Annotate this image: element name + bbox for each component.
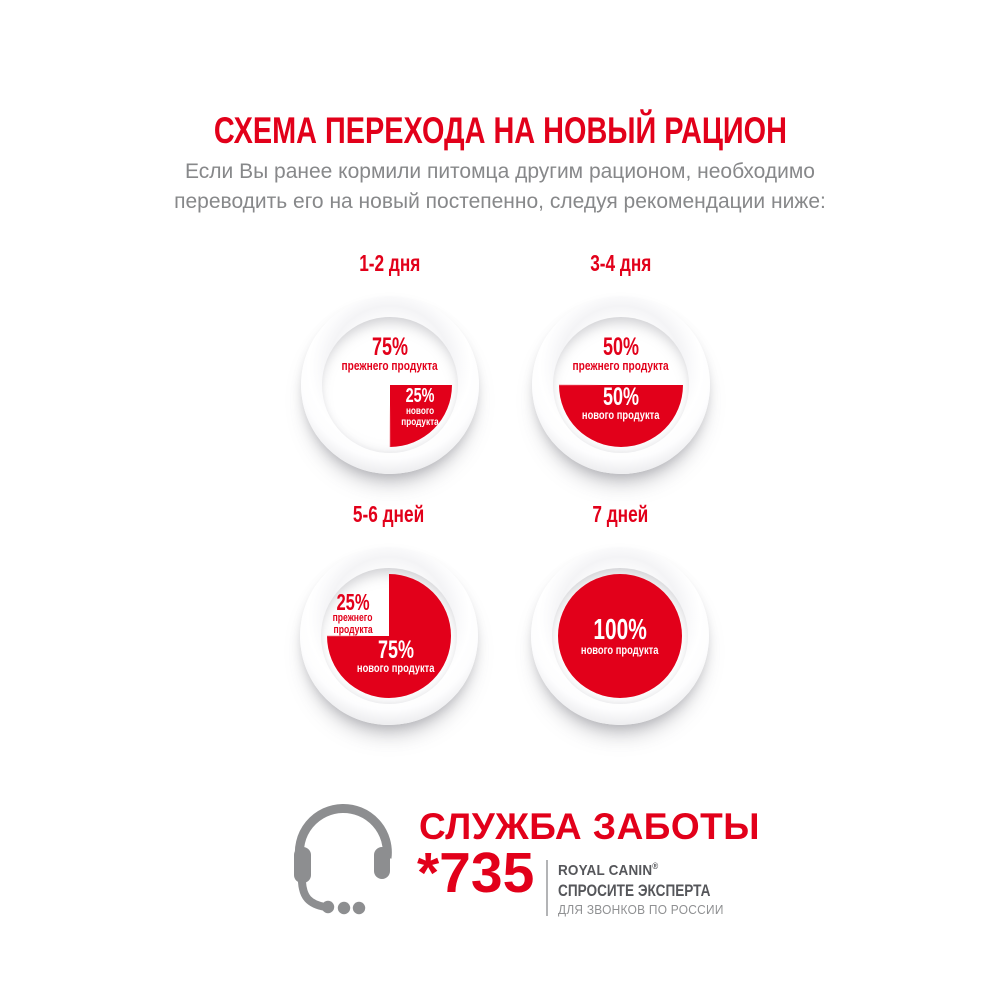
pie-chart — [327, 574, 451, 698]
divider — [546, 860, 548, 916]
headset-icon — [294, 803, 392, 915]
new-percent: 75% — [377, 636, 415, 664]
care-service-phone: *735 — [417, 841, 535, 905]
calls-russia-note: ДЛЯ ЗВОНКОВ ПО РОССИИ — [558, 903, 724, 917]
bowl-days-3-4: 3-4 дня 50% прежнего продукта 50% нового… — [532, 248, 710, 480]
new-percent: 50% — [602, 383, 640, 411]
mic-dot — [337, 901, 351, 915]
mic-dot — [321, 900, 335, 914]
ear-pad-right — [374, 847, 390, 879]
ask-expert-label: СПРОСИТЕ ЭКСПЕРТА — [558, 881, 711, 900]
old-caption: продукта — [333, 624, 373, 636]
old-caption: прежнего продукта — [341, 358, 439, 373]
subtitle-line-2: переводить его на новый постепенно, след… — [174, 190, 826, 213]
pie-chart — [558, 574, 682, 698]
bowl-days-5-6: 5-6 дней 25% прежнего продукта 75% новог… — [300, 499, 478, 731]
old-percent: 25% — [336, 589, 370, 615]
old-caption: прежнего продукта — [572, 358, 670, 373]
new-caption: нового продукта — [357, 661, 435, 675]
new-product-share: 25% нового продукта — [390, 385, 450, 428]
mic-dot — [352, 901, 366, 915]
bowl-label: 1-2 дня — [359, 250, 421, 276]
new-product-share: 50% нового продукта — [532, 383, 710, 423]
care-service-title: СЛУЖБА ЗАБОТЫ — [419, 806, 760, 847]
registered-mark: ® — [652, 861, 659, 871]
headset-band — [294, 803, 392, 861]
plate: 25% прежнего продукта 75% нового продукт… — [300, 547, 478, 725]
pie-chart — [559, 323, 683, 447]
pie-chart — [328, 323, 452, 447]
old-product-share: 25% прежнего продукта — [316, 589, 390, 637]
new-percent: 100% — [593, 614, 647, 646]
new-percent: 25% — [405, 385, 435, 407]
plate: 50% прежнего продукта 50% нового продукт… — [532, 296, 710, 474]
plate: 75% прежнего продукта 25% нового продукт… — [301, 296, 479, 474]
new-caption: нового — [405, 405, 435, 417]
old-product-share: 50% прежнего продукта — [532, 333, 710, 374]
new-caption: нового продукта — [581, 643, 659, 657]
subtitle-line-1: Если Вы ранее кормили питомца другим рац… — [185, 160, 815, 183]
old-caption: прежнего — [333, 612, 373, 624]
bowl-label: 7 дней — [592, 501, 648, 527]
page-title: СХЕМА ПЕРЕХОДА НА НОВЫЙ РАЦИОН — [213, 109, 787, 151]
old-product-share: 75% прежнего продукта — [301, 333, 479, 374]
ear-pad-left — [294, 847, 311, 883]
plate: 100% нового продукта — [531, 547, 709, 725]
care-service-block: СЛУЖБА ЗАБОТЫ *735 ROYAL CANIN® СПРОСИТЕ… — [0, 790, 1000, 960]
bowl-label: 3-4 дня — [590, 250, 652, 276]
old-percent: 75% — [371, 333, 409, 361]
new-product-share: 100% нового продукта — [531, 614, 709, 658]
brand-block: ROYAL CANIN® СПРОСИТЕ ЭКСПЕРТА ДЛЯ ЗВОНК… — [558, 858, 749, 917]
new-caption: продукта — [401, 416, 439, 428]
bowl-days-1-2: 1-2 дня 75% прежнего продукта 25% нового… — [301, 248, 479, 480]
old-percent: 50% — [602, 333, 640, 361]
page-subtitle: Если Вы ранее кормили питомца другим рац… — [0, 157, 1000, 217]
brand-name: ROYAL CANIN® — [558, 861, 659, 879]
bowl-label: 5-6 дней — [353, 501, 425, 527]
new-product-share: 75% нового продукта — [314, 636, 478, 676]
new-caption: нового продукта — [582, 408, 660, 422]
bowl-day-7: 7 дней 100% нового продукта — [531, 499, 709, 731]
mic-boom — [298, 878, 329, 911]
